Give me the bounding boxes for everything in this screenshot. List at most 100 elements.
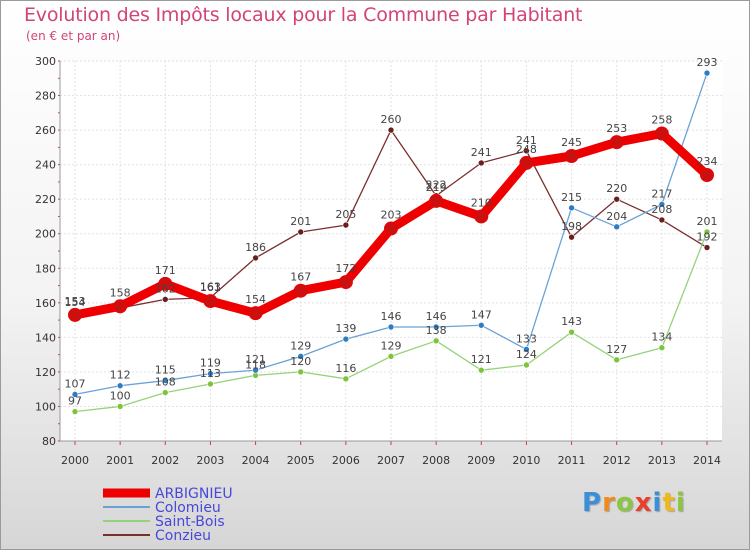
point-arbignieu [609, 135, 624, 150]
data-label-conzieu: 192 [697, 231, 718, 244]
point-saint-bois [658, 344, 666, 352]
data-label-conzieu: 198 [561, 220, 582, 233]
y-tick-label: 100 [35, 400, 56, 413]
data-label-arbignieu: 234 [697, 155, 718, 168]
point-arbignieu [293, 283, 308, 298]
data-label-saint-bois: 97 [68, 395, 82, 408]
legend-label-colomieu: Colomieu [155, 500, 221, 516]
point-saint-bois [703, 228, 711, 236]
point-saint-bois [297, 368, 305, 376]
point-saint-bois [116, 403, 124, 410]
data-label-arbignieu: 253 [606, 122, 627, 135]
point-arbignieu [158, 276, 173, 291]
x-tick-label: 2008 [422, 454, 450, 467]
point-conzieu [523, 147, 530, 155]
y-tick-label: 180 [35, 262, 56, 275]
point-colomieu [658, 201, 666, 208]
chart-subtitle: (en € et par an) [26, 29, 121, 43]
point-arbignieu [700, 168, 714, 182]
y-tick-label: 140 [35, 331, 56, 344]
data-label-saint-bois: 120 [290, 355, 311, 368]
legend-label-arbignieu: ARBIGNIEU [155, 486, 233, 502]
x-tick-label: 2006 [332, 454, 360, 467]
x-tick-label: 2011 [558, 454, 586, 467]
point-colomieu [477, 321, 485, 329]
point-arbignieu [564, 149, 579, 163]
data-label-conzieu: 162 [155, 282, 176, 295]
x-tick-label: 2012 [603, 454, 631, 467]
y-tick-label: 80 [42, 435, 56, 448]
data-label-arbignieu: 203 [381, 209, 402, 222]
y-tick-label: 280 [35, 90, 56, 103]
chart-title: Evolution des Impôts locaux pour la Comm… [24, 4, 583, 26]
data-label-saint-bois: 201 [697, 215, 718, 228]
data-label-arbignieu: 248 [516, 143, 537, 156]
data-label-colomieu: 146 [426, 310, 447, 323]
y-tick-label: 300 [35, 55, 56, 68]
point-saint-bois [387, 353, 395, 360]
point-colomieu [342, 335, 350, 343]
point-conzieu [252, 254, 259, 262]
data-label-conzieu: 241 [471, 146, 492, 159]
data-label-saint-bois: 124 [516, 348, 537, 361]
point-colomieu [432, 323, 440, 331]
point-saint-bois [432, 337, 440, 345]
data-label-arbignieu: 167 [290, 271, 311, 284]
data-label-colomieu: 217 [651, 187, 672, 200]
data-label-arbignieu: 161 [200, 281, 221, 294]
data-label-saint-bois: 143 [561, 315, 582, 328]
data-label-conzieu: 186 [245, 241, 266, 254]
point-conzieu [703, 244, 711, 251]
point-colomieu [703, 69, 711, 77]
x-tick-label: 2004 [242, 454, 270, 467]
point-colomieu [252, 366, 259, 374]
data-label-saint-bois: 134 [651, 331, 672, 344]
point-colomieu [71, 391, 79, 398]
x-tick-label: 2010 [512, 454, 540, 467]
data-label-colomieu: 139 [335, 322, 356, 335]
point-colomieu [613, 223, 621, 231]
point-conzieu [613, 195, 621, 203]
data-label-saint-bois: 116 [335, 362, 356, 375]
x-tick-label: 2013 [648, 454, 676, 467]
data-label-colomieu: 146 [381, 310, 402, 323]
data-label-arbignieu: 172 [335, 262, 356, 275]
y-tick-label: 120 [35, 366, 56, 379]
x-tick-label: 2005 [287, 454, 315, 467]
point-conzieu [297, 228, 305, 236]
x-tick-label: 2003 [196, 454, 224, 467]
data-label-arbignieu: 219 [426, 181, 447, 194]
y-tick-label: 260 [35, 124, 56, 137]
point-arbignieu [429, 193, 444, 208]
data-label-conzieu: 260 [381, 113, 402, 126]
point-colomieu [523, 346, 530, 353]
point-conzieu [161, 296, 169, 303]
data-label-colomieu: 115 [155, 364, 176, 377]
x-tick-label: 2007 [377, 454, 405, 467]
logo-letter: P [582, 488, 603, 518]
data-label-saint-bois: 118 [245, 358, 266, 371]
data-label-conzieu: 154 [65, 296, 86, 309]
data-label-saint-bois: 100 [110, 389, 131, 402]
axes: 80 100 120 140 160 180 200 220 240 260 280 300 2000 2… [35, 55, 722, 467]
series [68, 69, 714, 415]
data-label-colomieu: 147 [471, 308, 492, 321]
logo-letter: x [634, 488, 653, 518]
point-colomieu [387, 323, 395, 331]
data-label-conzieu: 222 [426, 179, 447, 192]
data-label-arbignieu: 154 [245, 293, 266, 306]
point-saint-bois [613, 356, 621, 364]
y-tick-label: 220 [35, 193, 56, 206]
data-label-conzieu: 208 [651, 203, 672, 216]
logo-letter: r [602, 488, 616, 518]
point-conzieu [658, 216, 666, 224]
data-label-conzieu: 201 [290, 215, 311, 228]
point-colomieu [568, 204, 575, 212]
data-label-saint-bois: 129 [381, 339, 402, 352]
point-arbignieu [384, 221, 398, 236]
data-label-colomieu: 112 [110, 369, 131, 382]
point-saint-bois [523, 361, 530, 369]
legend-label-saint-bois: Saint-Bois [155, 514, 225, 530]
point-colomieu [116, 382, 124, 390]
